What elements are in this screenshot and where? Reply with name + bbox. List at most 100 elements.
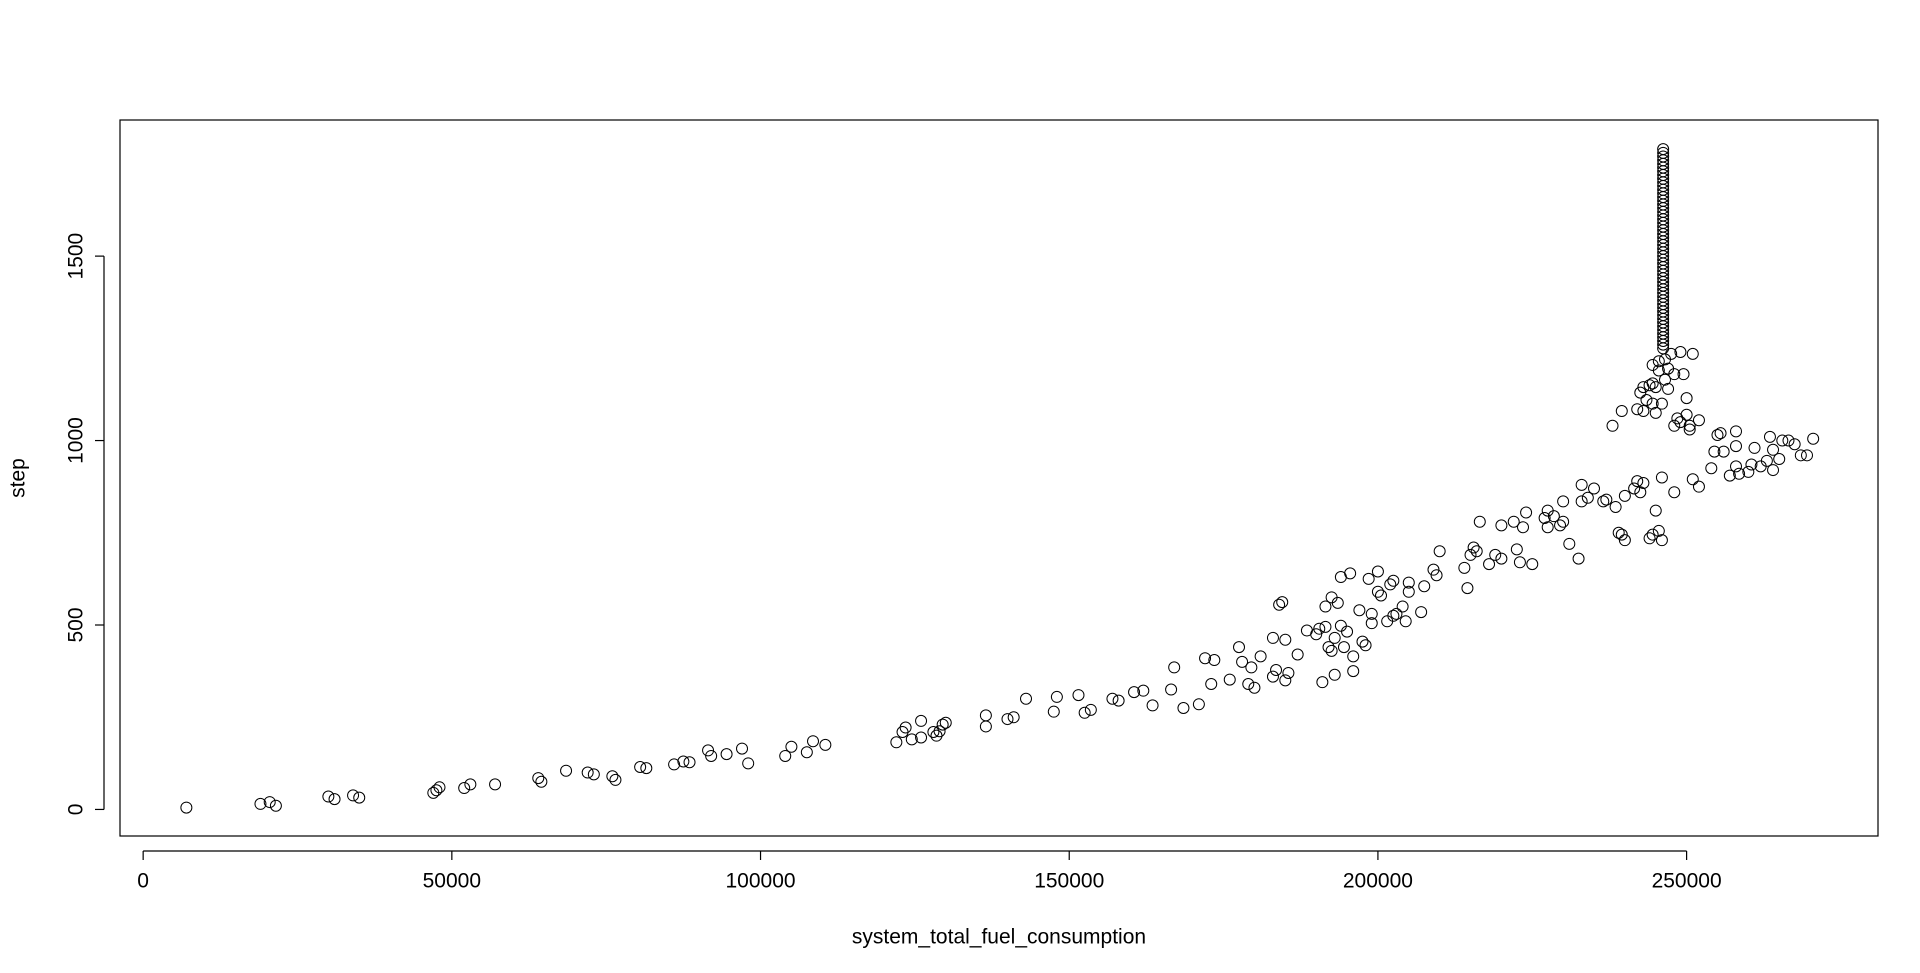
point <box>1347 665 1360 678</box>
point <box>464 778 477 791</box>
point <box>1513 556 1526 569</box>
point <box>1615 405 1628 418</box>
point <box>1705 462 1718 475</box>
point <box>532 772 545 785</box>
point <box>1637 405 1650 418</box>
point <box>489 778 502 791</box>
point <box>1788 438 1801 451</box>
point <box>1266 670 1279 683</box>
point <box>1801 449 1814 462</box>
point <box>702 744 715 757</box>
point <box>1767 443 1780 456</box>
point <box>720 748 733 761</box>
point <box>1652 364 1665 377</box>
point <box>915 714 928 727</box>
point <box>1464 548 1477 561</box>
point <box>1112 694 1125 707</box>
y-tick-label: 0 <box>65 804 88 816</box>
point <box>1730 425 1743 438</box>
point <box>1458 561 1471 574</box>
point <box>1510 543 1523 556</box>
point <box>1655 397 1668 410</box>
point <box>1047 705 1060 718</box>
point <box>1723 469 1736 482</box>
point <box>1418 580 1431 593</box>
point <box>1655 534 1668 547</box>
point <box>1489 548 1502 561</box>
point <box>1609 500 1622 513</box>
point <box>1773 453 1786 466</box>
point <box>1273 598 1286 611</box>
point <box>1563 537 1576 550</box>
point <box>1730 440 1743 453</box>
point <box>1541 521 1554 534</box>
point <box>1714 427 1727 440</box>
point <box>1242 678 1255 691</box>
point <box>1733 467 1746 480</box>
point <box>890 736 903 749</box>
point <box>683 756 696 769</box>
point <box>1634 486 1647 499</box>
point <box>1538 512 1551 525</box>
point <box>1279 674 1292 687</box>
point <box>927 725 940 738</box>
point <box>1657 143 1670 156</box>
point <box>1313 622 1326 635</box>
point <box>1659 373 1672 386</box>
point <box>1748 441 1761 454</box>
point <box>1634 386 1647 399</box>
point <box>1767 464 1780 477</box>
point <box>1365 617 1378 630</box>
point <box>1680 408 1693 421</box>
point <box>1649 381 1662 394</box>
point <box>1646 397 1659 410</box>
point <box>1657 146 1670 159</box>
point <box>606 770 619 783</box>
x-tick-label: 50000 <box>423 870 481 893</box>
x-tick-label: 100000 <box>725 870 795 893</box>
point <box>1646 358 1659 371</box>
point <box>1745 458 1758 471</box>
point <box>1646 377 1659 390</box>
point <box>933 725 946 738</box>
point <box>1248 681 1261 694</box>
point <box>785 740 798 753</box>
x-tick-label: 200000 <box>1343 870 1413 893</box>
point <box>1199 652 1212 665</box>
point <box>1402 576 1415 589</box>
point <box>1084 703 1097 716</box>
point <box>609 773 622 786</box>
point <box>1618 534 1631 547</box>
point <box>1637 476 1650 489</box>
point <box>1692 480 1705 493</box>
point <box>1427 563 1440 576</box>
point <box>1072 689 1085 702</box>
point <box>1282 666 1295 679</box>
point <box>1390 607 1403 620</box>
point <box>1310 628 1323 641</box>
point <box>328 793 341 806</box>
point <box>705 749 718 762</box>
point <box>1223 673 1236 686</box>
point <box>560 764 573 777</box>
point <box>1356 635 1369 648</box>
point <box>1643 532 1656 545</box>
point <box>427 786 440 799</box>
point <box>430 784 443 797</box>
point <box>1276 596 1289 609</box>
point <box>1640 393 1653 406</box>
point <box>1078 706 1091 719</box>
point <box>1782 434 1795 447</box>
point <box>1683 423 1696 436</box>
plot-frame <box>119 119 1879 837</box>
x-tick-label: 0 <box>137 870 149 893</box>
point <box>1597 495 1610 508</box>
point <box>1668 368 1681 381</box>
point <box>1776 434 1789 447</box>
point <box>1236 655 1249 668</box>
point <box>1137 684 1150 697</box>
point <box>1106 692 1119 705</box>
point <box>1507 515 1520 528</box>
point <box>1575 495 1588 508</box>
point <box>1384 578 1397 591</box>
